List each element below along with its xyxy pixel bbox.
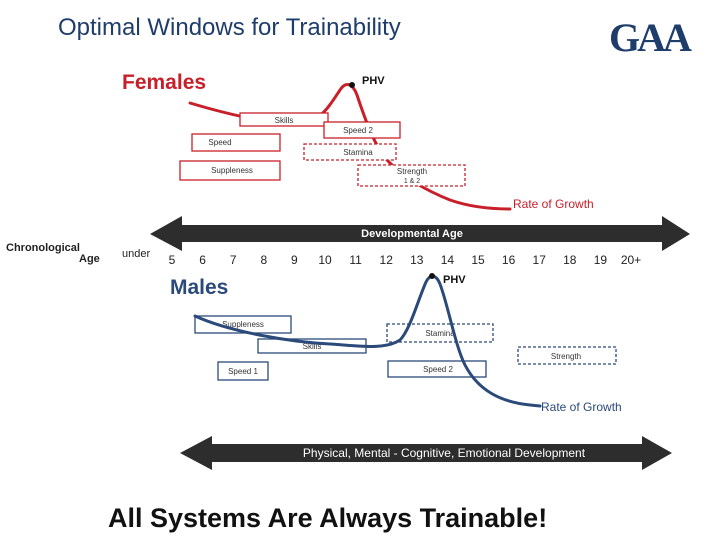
age-tick-label: 10 — [318, 253, 332, 267]
age-tick-label: 12 — [380, 253, 394, 267]
age-tick-label: 18 — [563, 253, 577, 267]
age-tick-label: 8 — [260, 253, 267, 267]
females-phv-label: PHV — [362, 75, 385, 87]
males-growth-curve — [193, 274, 542, 408]
age-prefix-under: under — [122, 248, 150, 260]
chronological-age-label-2: Age — [79, 253, 100, 265]
females-growth-label: Rate of Growth — [513, 197, 594, 211]
females-speed-box — [191, 133, 281, 152]
slide-title: Optimal Windows for Trainability — [58, 14, 401, 41]
age-tick-label: 17 — [533, 253, 547, 267]
age-tick-label: 13 — [410, 253, 424, 267]
females-suppleness-box — [179, 160, 281, 181]
females-strength-label-2: 1 & 2 — [404, 178, 420, 185]
males-stamina-box — [386, 323, 494, 343]
males-phv-label: PHV — [443, 274, 466, 286]
age-tick-label: 6 — [199, 253, 206, 267]
developmental-age-label: Developmental Age — [361, 228, 463, 240]
females-speed2-label: Speed 2 — [343, 126, 373, 135]
age-tick-label: 16 — [502, 253, 516, 267]
physical-mental-label: Physical, Mental - Cognitive, Emotional … — [303, 446, 586, 460]
females-stamina-label: Stamina — [343, 148, 373, 157]
age-tick-label: 11 — [349, 253, 362, 267]
age-tick-label: 9 — [291, 253, 298, 267]
males-speed2-box — [387, 360, 487, 378]
males-suppleness-label: Suppleness — [222, 320, 264, 329]
age-tick-label: 20+ — [621, 253, 641, 267]
females-strength-box — [357, 164, 466, 187]
females-skills-label: Skills — [275, 116, 294, 125]
age-tick-label: 19 — [594, 253, 608, 267]
age-tick-label: 14 — [441, 253, 455, 267]
age-tick-label: 15 — [471, 253, 485, 267]
males-speed2-label: Speed 2 — [423, 365, 453, 374]
females-speed2-box — [323, 121, 401, 139]
age-tick-labels: 5 6 7 8 9 10 11 12 13 14 15 16 17 18 19 20+ — [169, 253, 642, 267]
age-tick-label: 5 — [169, 253, 176, 267]
footer-tagline: All Systems Are Always Trainable! — [108, 503, 548, 533]
physical-mental-arrow — [180, 436, 672, 470]
females-heading: Females — [122, 71, 206, 94]
males-strength-box — [517, 346, 617, 365]
males-speed1-label: Speed 1 — [228, 367, 258, 376]
age-tick-label: 7 — [230, 253, 237, 267]
males-speed1-box — [217, 361, 269, 381]
females-speed-label: Speed — [208, 138, 231, 147]
chronological-age-label-1: Chronological — [6, 242, 80, 254]
males-skills-label: Skills — [303, 342, 322, 351]
gaa-logo: GAA — [609, 15, 692, 60]
females-suppleness-label: Suppleness — [211, 166, 253, 175]
males-heading: Males — [170, 276, 228, 299]
males-stamina-label: Stamina — [425, 329, 455, 338]
females-stamina-box — [303, 143, 397, 161]
males-phv-dot — [429, 273, 435, 279]
males-growth-label: Rate of Growth — [541, 400, 622, 414]
females-skills-box — [239, 112, 329, 127]
males-strength-label: Strength — [551, 352, 581, 361]
females-strength-label-1: Strength — [397, 167, 427, 176]
females-phv-dot — [349, 82, 355, 88]
developmental-age-arrow — [150, 216, 690, 251]
